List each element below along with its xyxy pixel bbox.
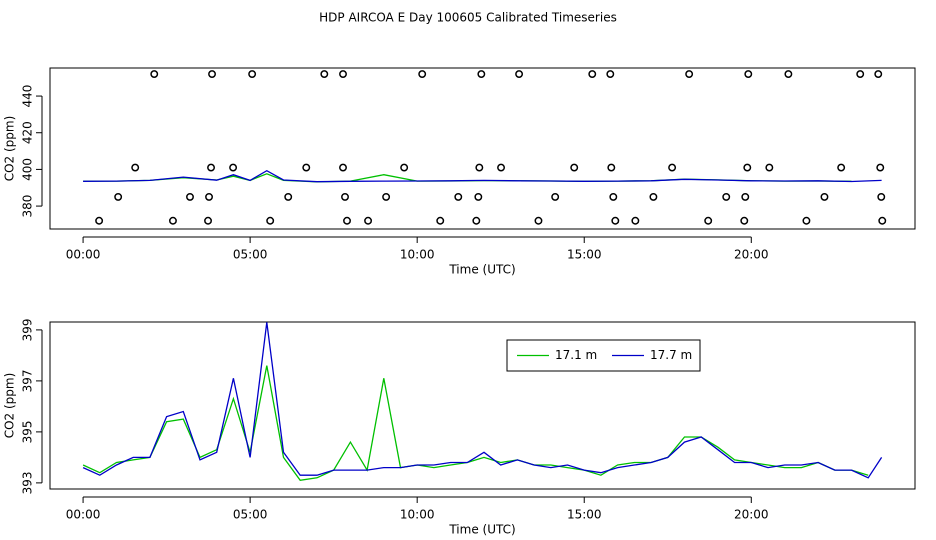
- calibration-point: [876, 163, 885, 172]
- calibration-point: [248, 70, 257, 79]
- calibration-point: [95, 216, 104, 225]
- calibration-point: [744, 70, 753, 79]
- y-tick-label: 397: [21, 369, 35, 392]
- x-tick-label: 10:00: [400, 248, 435, 262]
- calibration-point: [400, 163, 409, 172]
- calibration-point: [606, 70, 615, 79]
- calibration-point: [320, 70, 329, 79]
- calibration-point: [534, 216, 543, 225]
- calibration-point: [704, 216, 713, 225]
- calibration-point: [339, 70, 347, 79]
- calibration-point: [570, 163, 579, 172]
- calibration-point: [302, 163, 311, 172]
- calibration-point: [837, 163, 846, 172]
- calibration-point: [740, 216, 749, 225]
- plot-frame: [49, 321, 916, 490]
- x-tick-label: 05:00: [233, 248, 268, 262]
- chart-title: HDP AIRCOA E Day 100605 Calibrated Times…: [319, 11, 617, 25]
- legend-label: 17.1 m: [555, 348, 597, 362]
- calibration-point: [382, 192, 391, 201]
- data-line: [82, 322, 883, 479]
- calibration-point: [609, 192, 618, 201]
- x-tick-label: 20:00: [734, 508, 769, 522]
- calibration-point: [878, 216, 887, 225]
- x-axis-title: Time (UTC): [448, 263, 515, 277]
- calibration-point: [418, 70, 427, 79]
- calibration-point: [551, 192, 560, 201]
- calibration-point: [454, 192, 463, 201]
- data-line: [83, 169, 882, 183]
- calibration-point: [722, 192, 731, 201]
- calibration-point: [784, 70, 793, 79]
- calibration-point: [877, 192, 886, 201]
- calibration-point: [874, 70, 883, 79]
- calibration-point: [856, 70, 865, 79]
- calibration-point: [266, 216, 275, 225]
- calibration-point: [588, 70, 597, 79]
- y-tick-label: 440: [21, 85, 35, 108]
- calibration-point: [631, 216, 640, 225]
- calibration-point: [343, 216, 351, 225]
- x-axis-title: Time (UTC): [448, 523, 515, 537]
- calibration-point: [765, 163, 774, 172]
- y-tick-label: 420: [21, 121, 35, 144]
- calibration-point: [474, 192, 483, 201]
- calibration-point: [150, 70, 159, 79]
- calibration-point: [364, 216, 373, 225]
- x-tick-label: 15:00: [567, 248, 602, 262]
- x-tick-label: 05:00: [233, 508, 268, 522]
- legend-label: 17.7 m: [650, 348, 692, 362]
- calibration-point: [741, 192, 750, 201]
- calibration-point: [611, 216, 620, 225]
- calibration-point: [339, 163, 347, 172]
- calibration-point: [743, 163, 752, 172]
- calibration-point: [204, 216, 212, 225]
- plot-frame: [49, 67, 916, 230]
- calibration-point: [607, 163, 616, 172]
- data-line: [82, 365, 869, 482]
- calibration-point: [186, 192, 194, 201]
- y-tick-label: 399: [21, 318, 35, 341]
- calibration-point: [207, 163, 215, 172]
- calibration-point: [685, 70, 694, 79]
- calibration-point: [341, 192, 349, 201]
- calibration-point: [475, 163, 484, 172]
- y-axis-title: CO2 (ppm): [3, 116, 17, 182]
- calibration-point: [208, 70, 216, 79]
- y-tick-label: 395: [21, 420, 35, 443]
- y-axis-title: CO2 (ppm): [3, 373, 17, 439]
- calibration-point: [668, 163, 677, 172]
- calibration-point: [515, 70, 524, 79]
- calibration-point: [649, 192, 658, 201]
- calibration-point: [477, 70, 486, 79]
- y-tick-label: 400: [21, 158, 35, 181]
- calibration-point: [131, 163, 140, 172]
- calibration-point: [802, 216, 811, 225]
- calibration-point: [820, 192, 829, 201]
- y-tick-label: 393: [21, 471, 35, 494]
- calibration-point: [205, 192, 213, 201]
- calibration-point: [229, 163, 238, 172]
- x-tick-label: 15:00: [567, 508, 602, 522]
- x-tick-label: 00:00: [66, 508, 101, 522]
- x-tick-label: 00:00: [66, 248, 101, 262]
- calibration-point: [436, 216, 445, 225]
- calibration-point: [497, 163, 505, 172]
- calibration-point: [284, 192, 293, 201]
- calibration-point: [472, 216, 481, 225]
- x-tick-label: 10:00: [400, 508, 435, 522]
- x-tick-label: 20:00: [734, 248, 769, 262]
- calibration-point: [114, 192, 123, 201]
- y-tick-label: 380: [21, 195, 35, 218]
- calibration-point: [169, 216, 177, 225]
